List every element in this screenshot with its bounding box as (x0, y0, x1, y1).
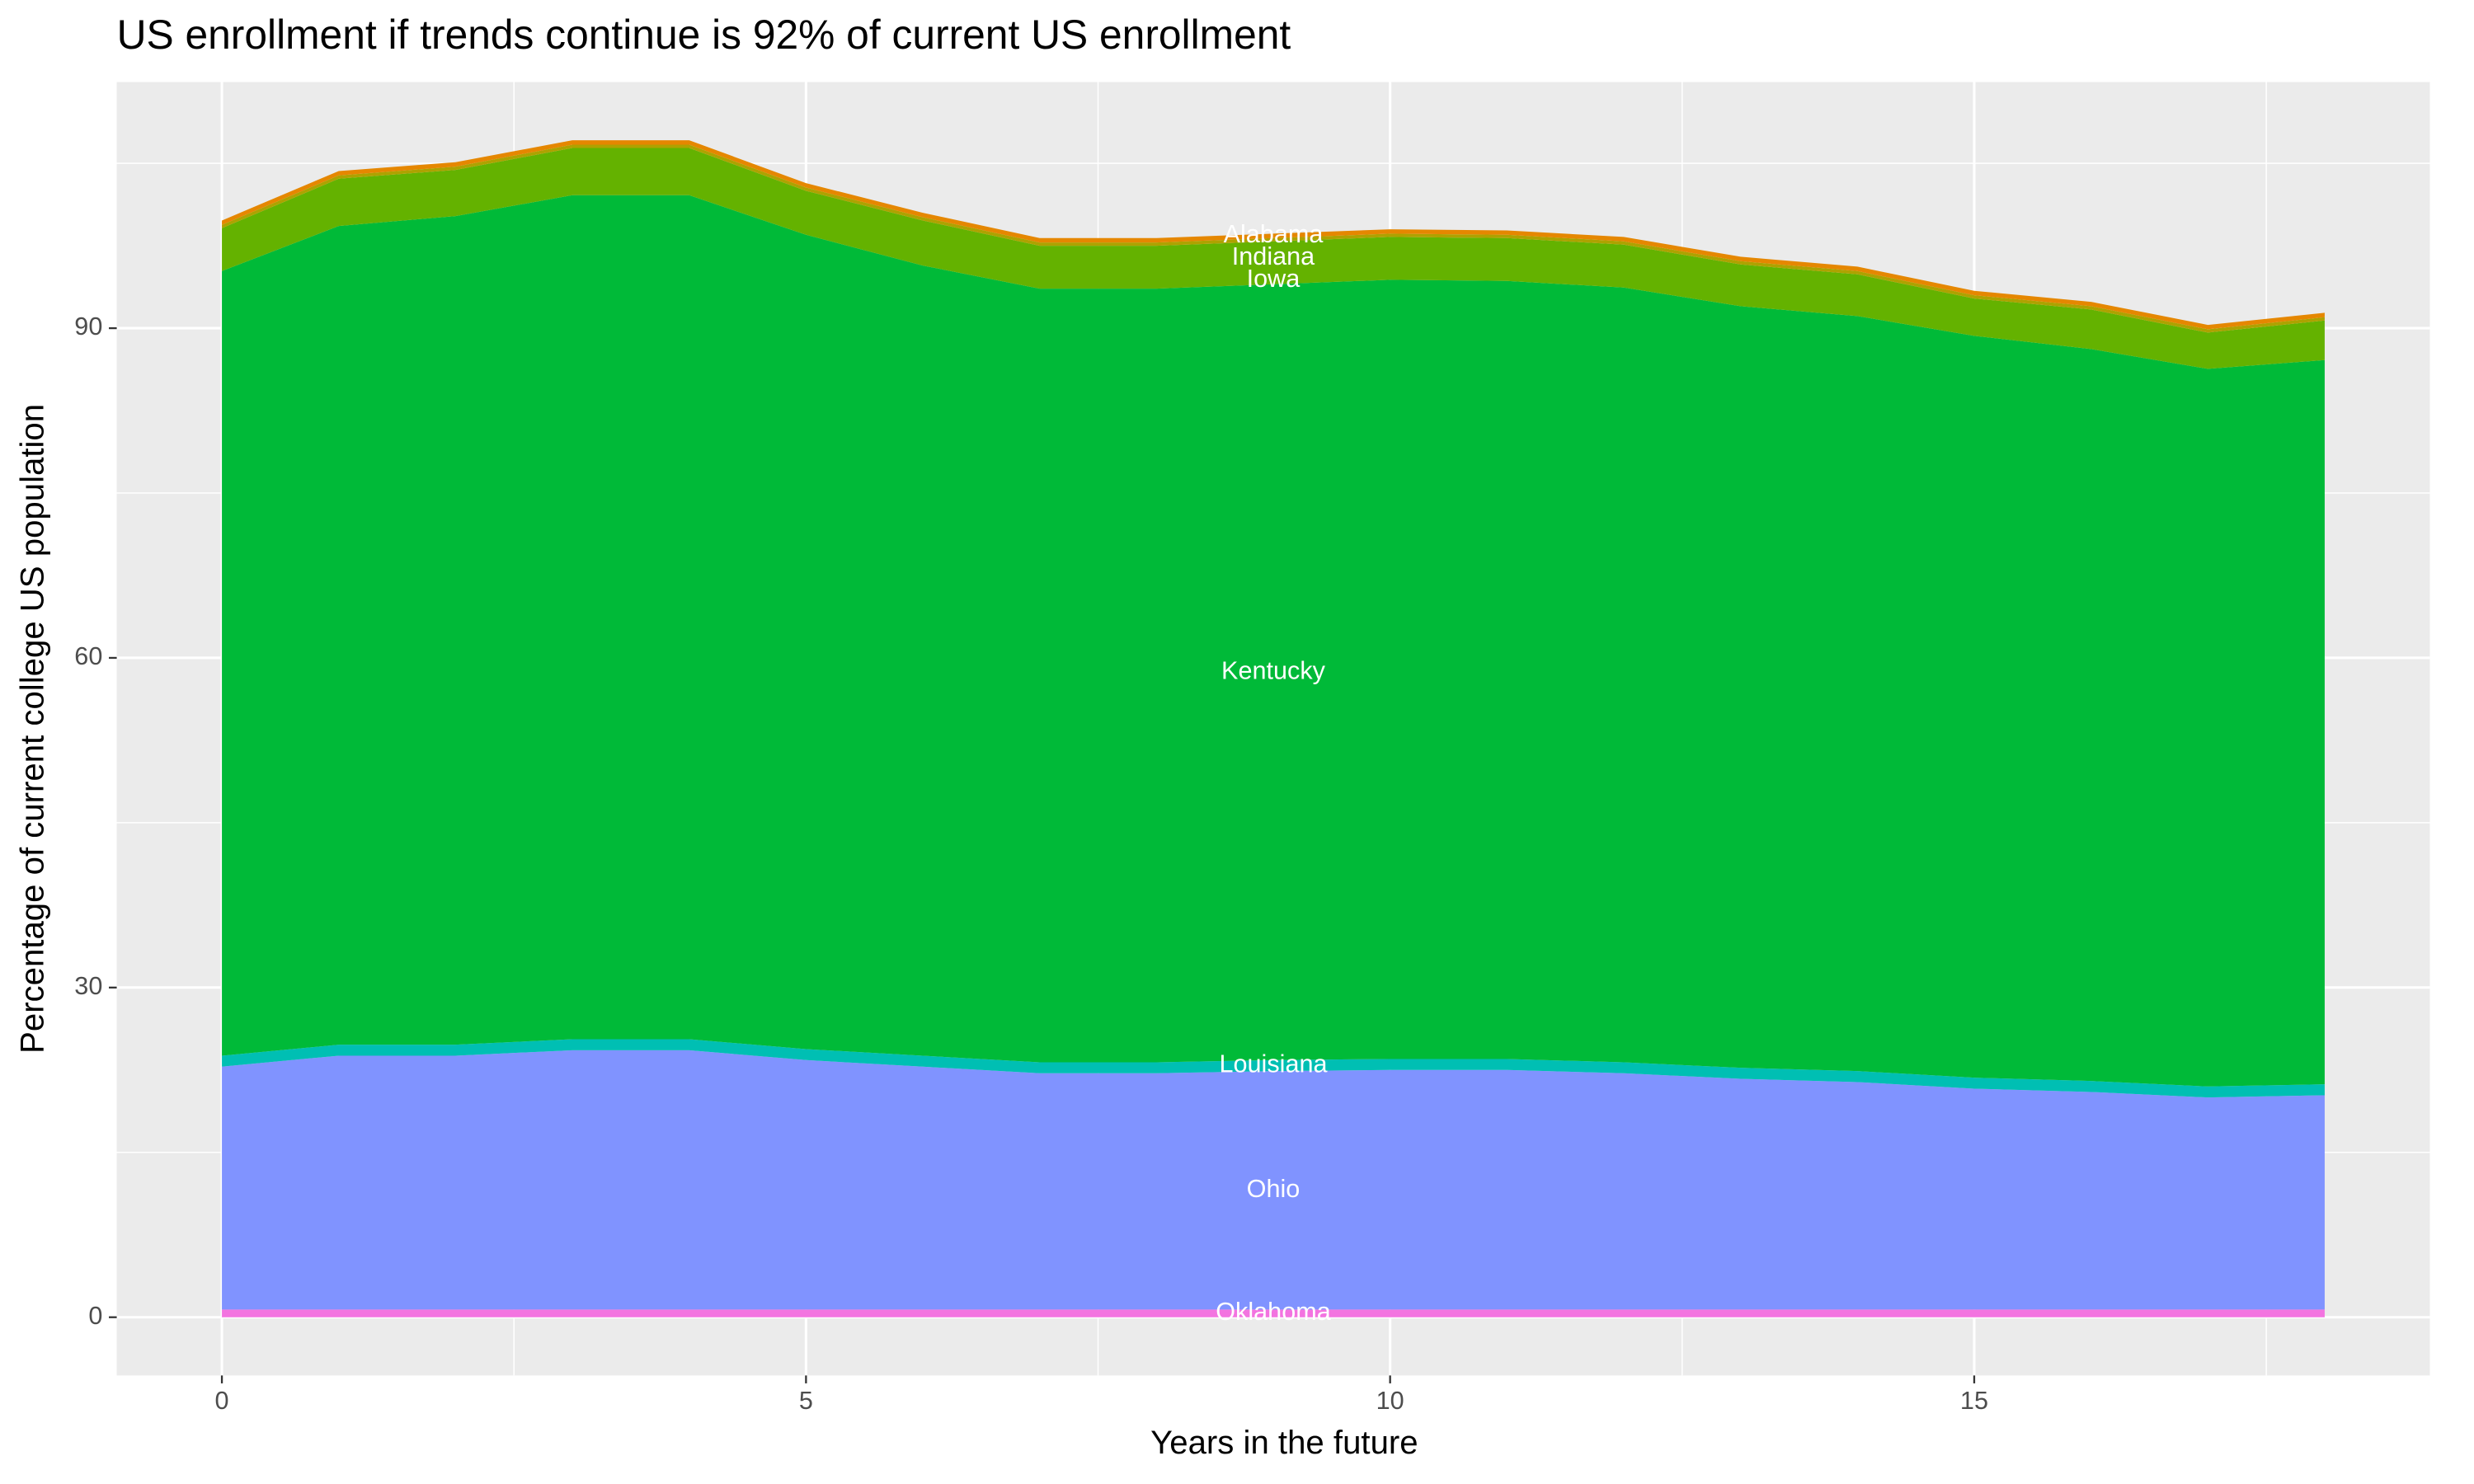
y-tick-label: 0 (88, 1302, 102, 1330)
series-label: Ohio (1247, 1175, 1300, 1203)
area (222, 1039, 2325, 1098)
x-axis-label: Years in the future (1150, 1424, 1418, 1461)
series-label: Indiana (1232, 242, 1315, 270)
x-tick-label: 5 (799, 1387, 813, 1415)
area (222, 1309, 2325, 1317)
series-label: Oklahoma (1216, 1298, 1331, 1326)
y-tick-label: 90 (74, 312, 102, 340)
area (222, 1050, 2325, 1310)
series-label: Alabama (1224, 220, 1324, 248)
area (222, 140, 2325, 330)
y-tick-label: 30 (74, 972, 102, 1000)
y-axis-label: Percentage of current college US populat… (14, 404, 51, 1054)
x-tick-label: 0 (215, 1387, 229, 1415)
series-label: Kentucky (1221, 656, 1326, 684)
chart-title: US enrollment if trends continue is 92% … (117, 12, 1291, 58)
x-tick-label: 10 (1376, 1387, 1404, 1415)
area (222, 195, 2325, 1087)
series-label: Iowa (1247, 265, 1301, 293)
area (222, 144, 2325, 333)
series-label: Louisiana (1219, 1050, 1328, 1078)
area (222, 148, 2325, 369)
x-tick-label: 15 (1960, 1387, 1988, 1415)
y-tick-label: 60 (74, 642, 102, 670)
